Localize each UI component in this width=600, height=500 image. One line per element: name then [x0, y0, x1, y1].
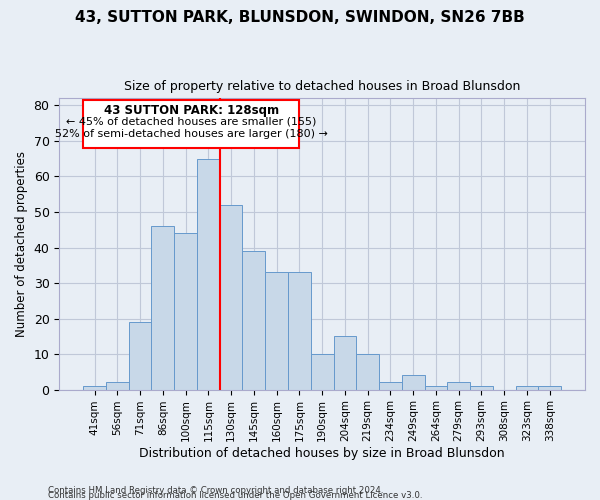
- Text: 43 SUTTON PARK: 128sqm: 43 SUTTON PARK: 128sqm: [104, 104, 279, 117]
- Bar: [334, 336, 356, 390]
- Title: Size of property relative to detached houses in Broad Blunsdon: Size of property relative to detached ho…: [124, 80, 520, 93]
- Bar: [288, 272, 311, 390]
- Bar: [515, 386, 538, 390]
- Bar: [538, 386, 561, 390]
- Bar: [242, 251, 265, 390]
- FancyBboxPatch shape: [83, 100, 299, 148]
- Bar: [106, 382, 128, 390]
- Bar: [311, 354, 334, 390]
- Bar: [448, 382, 470, 390]
- Bar: [197, 158, 220, 390]
- Bar: [83, 386, 106, 390]
- Bar: [151, 226, 174, 390]
- Text: ← 45% of detached houses are smaller (155): ← 45% of detached houses are smaller (15…: [66, 116, 316, 126]
- Bar: [128, 322, 151, 390]
- Bar: [402, 376, 425, 390]
- Bar: [265, 272, 288, 390]
- Text: 43, SUTTON PARK, BLUNSDON, SWINDON, SN26 7BB: 43, SUTTON PARK, BLUNSDON, SWINDON, SN26…: [75, 10, 525, 25]
- Bar: [379, 382, 402, 390]
- Bar: [470, 386, 493, 390]
- Text: 52% of semi-detached houses are larger (180) →: 52% of semi-detached houses are larger (…: [55, 128, 328, 138]
- X-axis label: Distribution of detached houses by size in Broad Blunsdon: Distribution of detached houses by size …: [139, 447, 505, 460]
- Bar: [174, 234, 197, 390]
- Y-axis label: Number of detached properties: Number of detached properties: [15, 151, 28, 337]
- Bar: [425, 386, 448, 390]
- Text: Contains public sector information licensed under the Open Government Licence v3: Contains public sector information licen…: [48, 491, 422, 500]
- Bar: [356, 354, 379, 390]
- Text: Contains HM Land Registry data © Crown copyright and database right 2024.: Contains HM Land Registry data © Crown c…: [48, 486, 383, 495]
- Bar: [220, 205, 242, 390]
